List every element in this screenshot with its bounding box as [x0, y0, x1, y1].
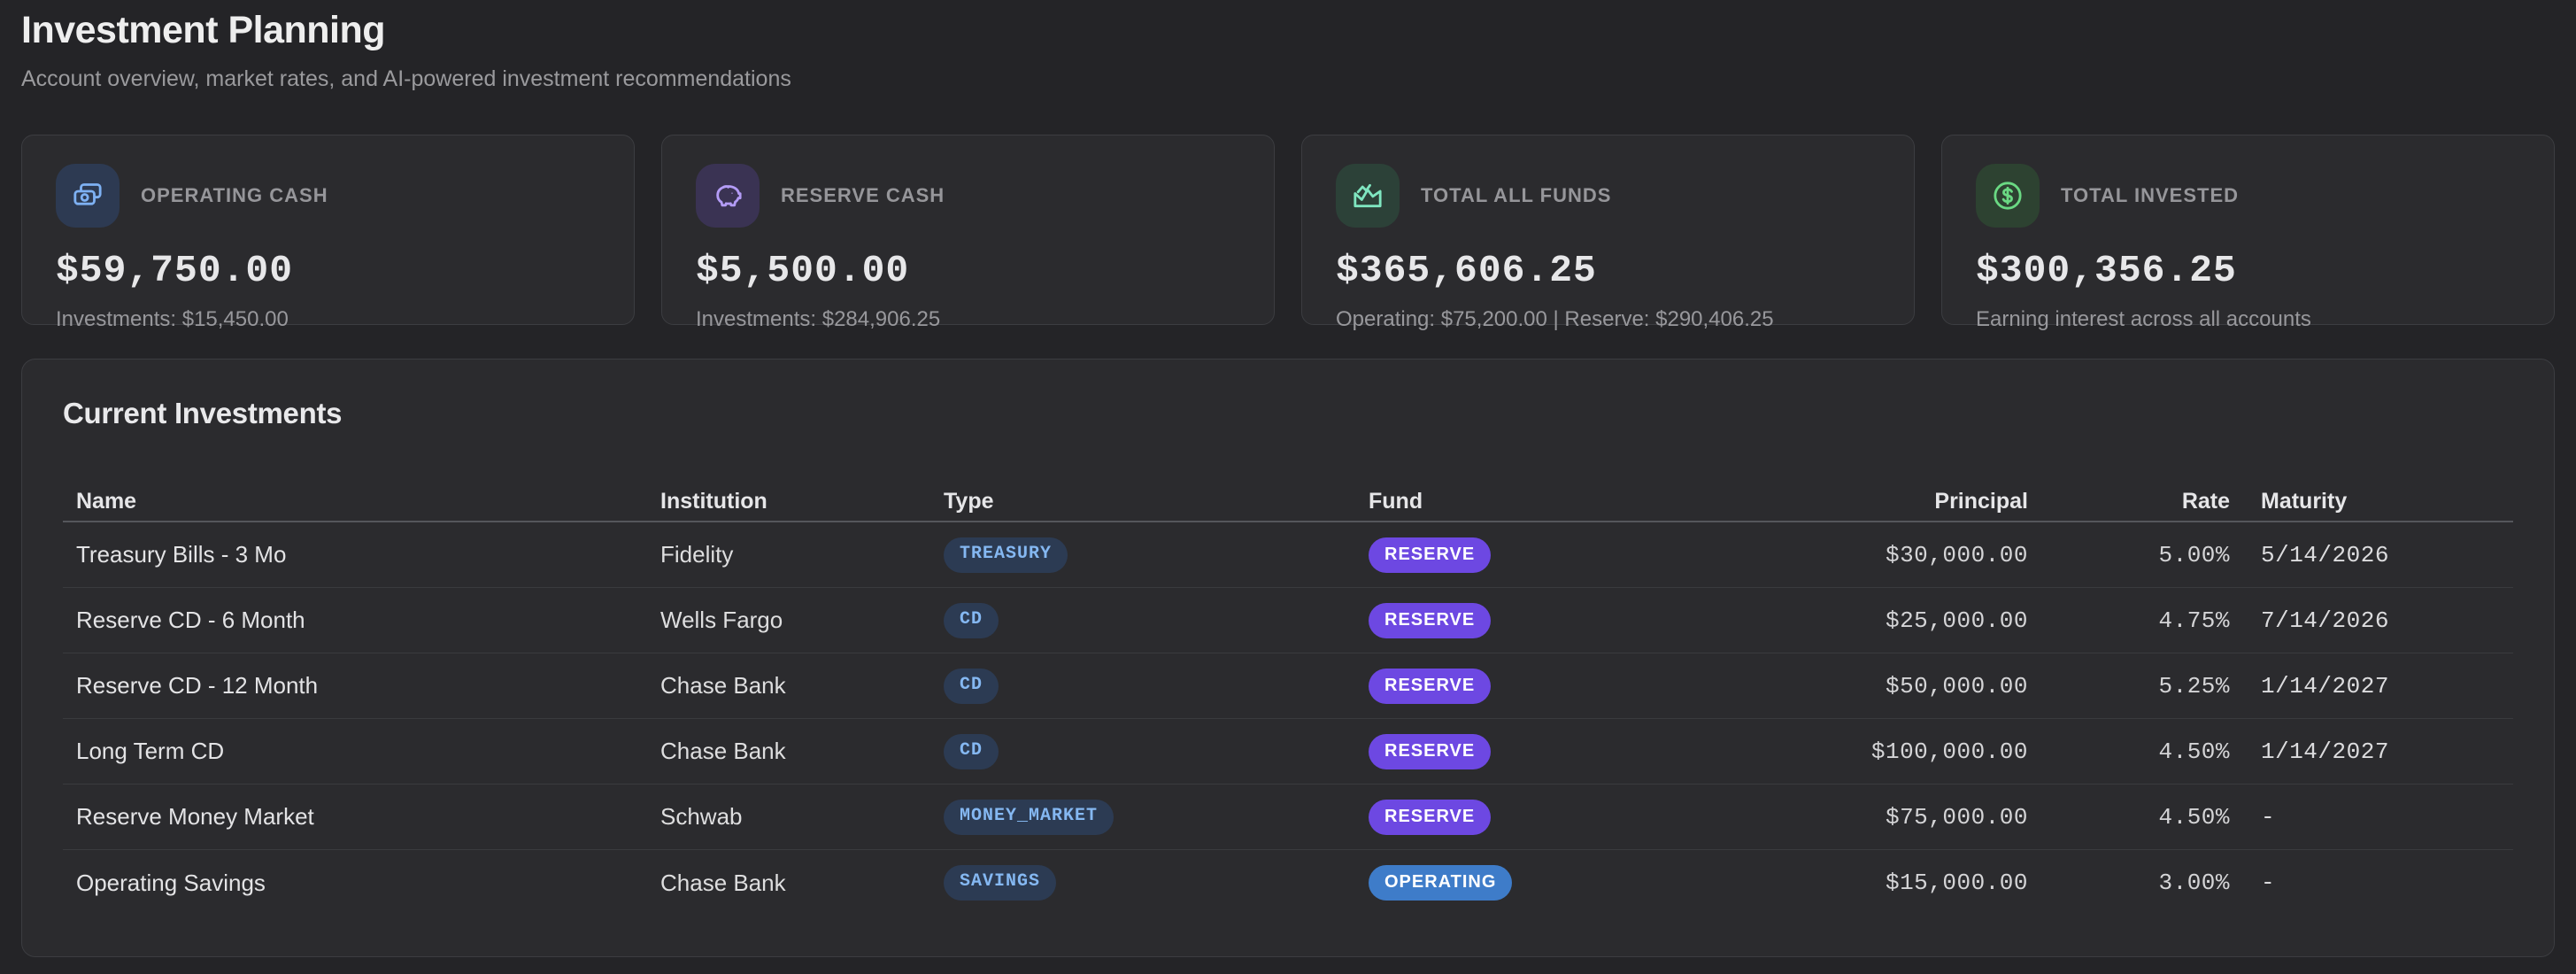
cell-fund: RESERVE	[1369, 668, 1749, 704]
circle-dollar-icon	[1976, 164, 2040, 228]
stat-card-reserve-cash: RESERVE CASH $5,500.00 Investments: $284…	[661, 135, 1275, 331]
table-row: Reserve CD - 12 Month Chase Bank CD RESE…	[63, 653, 2513, 719]
area-chart-icon	[1336, 164, 1400, 228]
fund-badge: RESERVE	[1369, 537, 1492, 573]
type-badge: CD	[944, 733, 999, 769]
cell-institution: Chase Bank	[660, 672, 786, 699]
col-header-fund: Fund	[1369, 488, 1423, 514]
card-value: $59,750.00	[56, 249, 294, 292]
type-badge: CD	[944, 668, 999, 704]
cell-maturity: -	[2261, 870, 2276, 896]
cell-institution: Chase Bank	[660, 738, 786, 764]
stat-cards-row: OPERATING CASH $59,750.00 Investments: $…	[21, 135, 2555, 331]
cell-fund: RESERVE	[1369, 537, 1749, 573]
cell-rate: 5.25%	[2158, 672, 2230, 700]
cell-principal: $75,000.00	[1885, 803, 2028, 831]
investments-table: Name Institution Type Fund Principal Rat…	[63, 482, 2513, 916]
cell-fund: RESERVE	[1369, 733, 1749, 769]
col-header-rate: Rate	[2181, 488, 2230, 514]
table-header-row: Name Institution Type Fund Principal Rat…	[63, 482, 2513, 522]
card-subtext: Earning interest across all accounts	[1976, 307, 2311, 331]
cell-type: TREASURY	[944, 537, 1369, 573]
fund-badge: RESERVE	[1369, 602, 1492, 638]
cell-institution: Schwab	[660, 803, 743, 830]
cell-principal: $25,000.00	[1885, 607, 2028, 634]
cell-principal: $15,000.00	[1885, 870, 2028, 896]
cell-type: CD	[944, 602, 1369, 638]
table-row: Reserve CD - 6 Month Wells Fargo CD RESE…	[63, 588, 2513, 653]
stat-card-total-all-funds: TOTAL ALL FUNDS $365,606.25 Operating: $…	[1301, 135, 1915, 331]
cell-maturity: 5/14/2026	[2261, 541, 2389, 568]
cell-principal: $100,000.00	[1870, 738, 2028, 765]
card-subtext: Operating: $75,200.00 | Reserve: $290,40…	[1336, 307, 1774, 331]
page-title: Investment Planning	[21, 9, 386, 51]
col-header-institution: Institution	[660, 488, 767, 514]
card-label: OPERATING CASH	[141, 184, 328, 206]
cell-maturity: 1/14/2027	[2261, 672, 2389, 700]
card-subtext: Investments: $15,450.00	[56, 307, 289, 331]
cell-rate: 4.50%	[2158, 738, 2230, 765]
cell-name: Reserve Money Market	[76, 803, 314, 830]
card-subtext: Investments: $284,906.25	[696, 307, 941, 331]
type-badge: MONEY_MARKET	[944, 799, 1114, 835]
banknotes-icon	[56, 164, 120, 228]
col-header-name: Name	[76, 488, 137, 514]
cell-name: Long Term CD	[76, 738, 225, 764]
cell-principal: $50,000.00	[1885, 672, 2028, 700]
cell-institution: Wells Fargo	[660, 607, 783, 633]
cell-institution: Fidelity	[660, 541, 734, 568]
card-label: RESERVE CASH	[781, 184, 945, 206]
cell-fund: RESERVE	[1369, 602, 1749, 638]
card-value: $365,606.25	[1336, 249, 1597, 292]
cell-institution: Chase Bank	[660, 869, 786, 896]
investments-table-body: Treasury Bills - 3 Mo Fidelity TREASURY …	[63, 522, 2513, 916]
cell-fund: OPERATING	[1369, 865, 1749, 901]
cell-maturity: -	[2261, 803, 2276, 831]
cell-name: Reserve CD - 12 Month	[76, 672, 319, 699]
type-badge: CD	[944, 602, 999, 638]
page-subtitle: Account overview, market rates, and AI-p…	[21, 66, 791, 91]
col-header-type: Type	[944, 488, 994, 514]
fund-badge: RESERVE	[1369, 799, 1492, 835]
card-value: $5,500.00	[696, 249, 910, 292]
card-value: $300,356.25	[1976, 249, 2237, 292]
type-badge: TREASURY	[944, 537, 1068, 573]
cell-principal: $30,000.00	[1885, 541, 2028, 568]
table-row: Long Term CD Chase Bank CD RESERVE $100,…	[63, 719, 2513, 785]
card-label: TOTAL INVESTED	[2061, 184, 2240, 206]
piggy-bank-icon	[696, 164, 760, 228]
col-header-maturity: Maturity	[2261, 488, 2348, 514]
table-row: Treasury Bills - 3 Mo Fidelity TREASURY …	[63, 522, 2513, 588]
panel-title: Current Investments	[63, 397, 343, 429]
table-row: Operating Savings Chase Bank SAVINGS OPE…	[63, 850, 2513, 916]
cell-fund: RESERVE	[1369, 799, 1749, 835]
fund-badge: OPERATING	[1369, 865, 1513, 901]
table-row: Reserve Money Market Schwab MONEY_MARKET…	[63, 785, 2513, 850]
col-header-principal: Principal	[1934, 488, 2028, 514]
cell-type: CD	[944, 668, 1369, 704]
current-investments-panel: Current Investments Name Institution Typ…	[21, 359, 2555, 957]
type-badge: SAVINGS	[944, 865, 1057, 901]
stat-card-total-invested: TOTAL INVESTED $300,356.25 Earning inter…	[1941, 135, 2555, 331]
cell-rate: 3.00%	[2158, 870, 2230, 896]
fund-badge: RESERVE	[1369, 733, 1492, 769]
cell-type: MONEY_MARKET	[944, 799, 1369, 835]
cell-name: Operating Savings	[76, 869, 266, 896]
cell-rate: 4.75%	[2158, 607, 2230, 634]
card-label: TOTAL ALL FUNDS	[1421, 184, 1612, 206]
cell-rate: 5.00%	[2158, 541, 2230, 568]
cell-type: SAVINGS	[944, 865, 1369, 901]
cell-type: CD	[944, 733, 1369, 769]
cell-rate: 4.50%	[2158, 803, 2230, 831]
stat-card-operating-cash: OPERATING CASH $59,750.00 Investments: $…	[21, 135, 635, 331]
cell-name: Reserve CD - 6 Month	[76, 607, 305, 633]
fund-badge: RESERVE	[1369, 668, 1492, 704]
cell-maturity: 1/14/2027	[2261, 738, 2389, 765]
cell-maturity: 7/14/2026	[2261, 607, 2389, 634]
cell-name: Treasury Bills - 3 Mo	[76, 541, 287, 568]
